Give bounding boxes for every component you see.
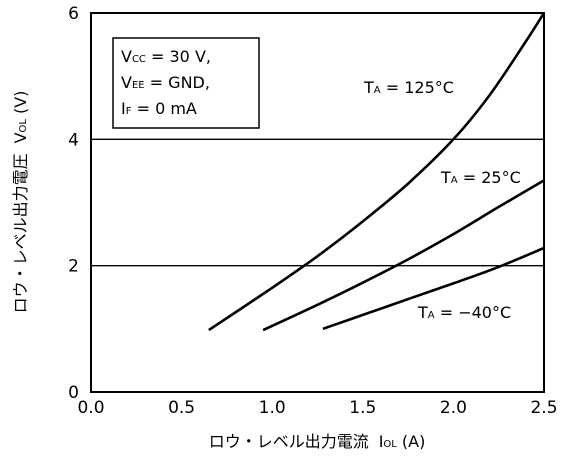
- y-axis-label: ロウ・レベル出力電圧VOL(V): [11, 91, 30, 314]
- curve-25c: [262, 179, 545, 332]
- plot-frame: [90, 12, 545, 393]
- curve-label-25c: TA = 25°C: [440, 168, 521, 187]
- curve-label-125c: TA = 125°C: [363, 78, 454, 97]
- curve-minus40c: [322, 246, 545, 331]
- x-tick-label-5: 2.5: [530, 398, 557, 418]
- y-tick-label-3: 6: [68, 4, 79, 24]
- condition-if: IF = 0 mA: [121, 99, 197, 118]
- x-tick-label-3: 1.5: [349, 398, 376, 418]
- condition-vcc: VCC = 30 V,: [121, 47, 211, 66]
- y-tick-label-1: 2: [68, 257, 79, 277]
- curve-125c: [208, 12, 546, 332]
- conditions-box: VCC = 30 V, VEE = GND, IF = 0 mA: [112, 37, 260, 129]
- x-axis-label: ロウ・レベル出力電流 IOL (A): [209, 432, 426, 451]
- x-tick-label-1: 0.5: [168, 398, 195, 418]
- grid-lines: [91, 138, 544, 267]
- curve-label-minus40c: TA = −40°C: [417, 303, 511, 322]
- conditions-frame: [112, 37, 260, 129]
- tick-labels: 0.0 0.5 1.0 1.5 2.0 2.5 0 2 4 6: [68, 4, 557, 418]
- condition-vee: VEE = GND,: [121, 73, 210, 92]
- y-tick-label-2: 4: [68, 130, 79, 150]
- y-tick-label-0: 0: [68, 383, 79, 403]
- x-tick-label-4: 2.0: [440, 398, 467, 418]
- x-tick-label-2: 1.0: [259, 398, 286, 418]
- curves: [208, 12, 546, 332]
- x-tick-label-0: 0.0: [77, 398, 104, 418]
